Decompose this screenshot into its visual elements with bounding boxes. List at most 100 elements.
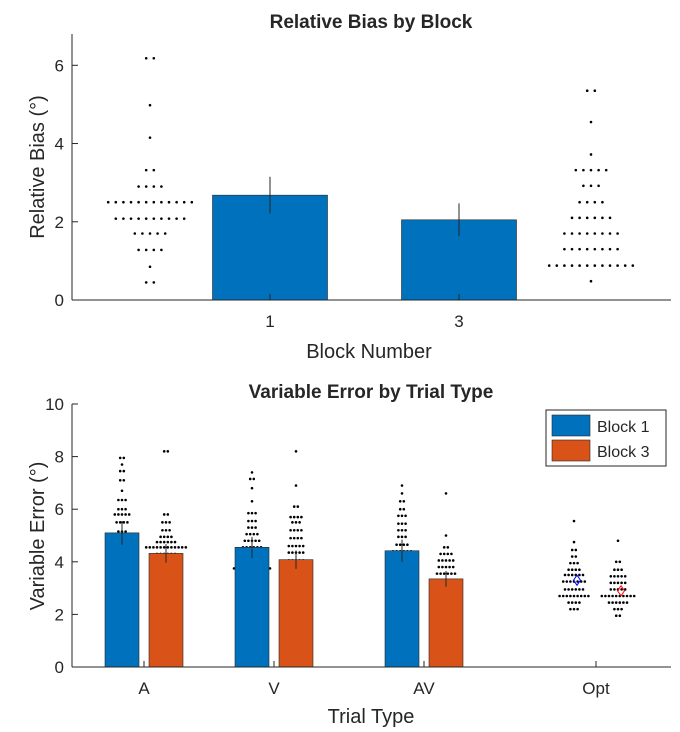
data-point [625,601,629,604]
data-point [298,544,301,548]
data-point [593,89,597,93]
data-point [170,535,173,539]
bias-chart-title: Relative Bias by Block [270,12,473,33]
bar [278,559,314,668]
data-point [250,526,254,529]
data-point [618,560,622,564]
data-point [451,565,455,569]
data-point [292,505,296,508]
data-point [622,594,625,598]
legend-label-block-1: Block 1 [597,419,650,436]
data-point [446,552,450,556]
data-point [616,539,620,543]
data-point [250,486,254,490]
y-tick-label: 8 [55,448,64,467]
data-point [435,572,439,575]
data-point [607,601,611,604]
data-point [444,534,448,537]
data-point [620,574,623,578]
data-point [604,594,607,598]
y-tick-label: 2 [55,605,64,624]
data-point [581,573,585,577]
data-point [400,522,404,525]
data-point [613,607,616,611]
data-point [173,546,177,549]
data-point [608,247,612,251]
data-point [585,264,589,267]
data-point [400,484,404,487]
data-point [578,601,581,604]
data-point [144,248,148,252]
y-tick-label: 4 [55,135,64,154]
data-point [608,232,612,235]
data-point [173,540,177,544]
data-point [301,551,305,554]
data-point [567,568,570,571]
data-point [144,168,148,172]
bar [428,578,464,668]
data-point [160,200,163,204]
data-point [398,507,402,511]
data-point [614,560,618,564]
data-point [578,264,581,267]
data-point [180,546,184,549]
data-point [585,200,589,204]
data-point [287,551,291,554]
data-point [129,217,133,220]
x-tick-label: 3 [454,312,463,331]
data-point [589,279,593,283]
data-point [301,544,305,548]
data-point [616,574,620,578]
bias-x-label: Block Number [306,341,432,363]
data-point [152,248,156,252]
data-point [629,594,632,598]
data-point [620,568,623,571]
data-point [287,544,291,548]
bias-plot-area [72,34,671,300]
data-point [289,536,292,540]
x-tick-label: 1 [265,312,274,331]
data-point [148,265,152,269]
data-point [593,200,597,204]
data-point [406,543,409,547]
data-point [616,607,620,611]
data-point [609,574,613,578]
data-point [166,540,170,544]
data-point [620,588,623,591]
data-point [250,471,254,474]
data-point [397,514,400,518]
data-point [184,546,188,549]
data-point [565,594,569,598]
variable-error-bars [104,521,464,668]
data-point [555,264,559,267]
bar [104,532,140,668]
data-point [141,232,144,235]
data-point [175,200,178,204]
data-point [608,264,612,267]
data-point [120,498,124,502]
data-point [404,522,407,525]
data-point [567,601,570,604]
data-point [256,532,259,536]
data-point [133,232,137,235]
data-point [441,559,444,562]
data-point [117,507,120,511]
data-point [159,535,162,539]
data-point [451,559,455,562]
data-point [247,539,250,543]
data-point [161,521,164,524]
data-point [162,540,166,544]
data-point [114,200,118,204]
data-point [152,56,156,60]
data-point [118,478,122,482]
data-point [148,103,152,107]
data-point [608,216,612,220]
data-point [572,607,576,611]
data-point [400,514,404,518]
data-point [168,528,171,532]
variable-error-y-label: Variable Error (°) [27,462,49,611]
data-point [168,521,171,524]
data-point [570,588,574,591]
data-point [585,216,589,220]
data-point [114,217,118,220]
